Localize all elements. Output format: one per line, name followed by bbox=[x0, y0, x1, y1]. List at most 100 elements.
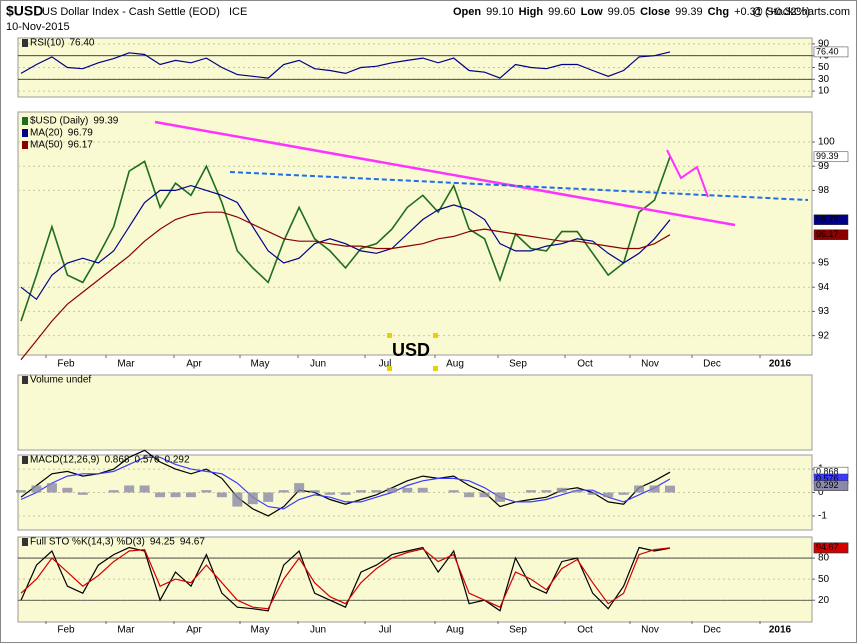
panel bbox=[17, 374, 813, 451]
legend-value: 99.39 bbox=[93, 116, 118, 127]
histogram-bar bbox=[665, 485, 675, 493]
y-tick-label: 80 bbox=[818, 553, 830, 564]
y-tick-label: 90 bbox=[818, 39, 830, 50]
quote-label: Open bbox=[453, 6, 481, 18]
histogram-bar bbox=[417, 487, 428, 493]
legend-value: 0.576 bbox=[135, 455, 160, 466]
legend-value: 76.40 bbox=[69, 38, 94, 49]
value-tag bbox=[813, 46, 849, 58]
histogram-bar bbox=[263, 492, 274, 502]
x-tick-label: 2016 bbox=[769, 625, 792, 636]
support-line bbox=[229, 171, 809, 201]
value-tag-label: 96.79 bbox=[816, 214, 839, 224]
histogram-bar bbox=[618, 492, 629, 495]
x-tick-label: Jul bbox=[379, 359, 392, 370]
x-tick-label: Feb bbox=[57, 625, 75, 636]
x-tick-label: Nov bbox=[641, 625, 659, 636]
histogram-bar bbox=[371, 490, 382, 493]
y-tick-label: 94 bbox=[818, 282, 830, 293]
value-tag bbox=[813, 151, 849, 163]
x-tick-label: May bbox=[251, 359, 270, 370]
histogram-bar bbox=[448, 490, 459, 493]
quote-label: High bbox=[519, 6, 544, 18]
handle bbox=[433, 333, 438, 338]
value-tag-label: 94.67 bbox=[816, 542, 839, 552]
quote-label: Close bbox=[640, 6, 670, 18]
annotation: USD bbox=[392, 340, 430, 360]
value-tag bbox=[813, 229, 849, 240]
histogram-bar bbox=[155, 492, 166, 498]
legend-value: 96.17 bbox=[68, 140, 93, 151]
histogram-bar bbox=[139, 485, 150, 493]
histogram-bar bbox=[479, 492, 490, 498]
panel bbox=[17, 37, 813, 98]
quote-value: 99.10 bbox=[486, 6, 514, 18]
legend-value: 94.67 bbox=[180, 537, 205, 548]
value-tag-label: 76.40 bbox=[816, 46, 839, 56]
value-tag-label: 0.576 bbox=[816, 473, 839, 483]
histogram-bar bbox=[170, 492, 181, 498]
x-tick-label: Apr bbox=[186, 359, 202, 370]
y-tick-label: 0 bbox=[818, 487, 824, 498]
y-tick-label: -1 bbox=[818, 511, 827, 522]
symbol: $USD bbox=[6, 3, 43, 19]
x-tick-label: Mar bbox=[117, 625, 135, 636]
value-tag bbox=[813, 480, 849, 491]
quote-label: Chg bbox=[708, 6, 729, 18]
histogram-bar bbox=[247, 492, 258, 505]
legend-swatch bbox=[22, 538, 28, 546]
x-tick-label: Feb bbox=[57, 359, 75, 370]
instrument-name: US Dollar Index - Cash Settle (EOD) bbox=[42, 6, 220, 18]
series-line bbox=[20, 156, 671, 322]
x-tick-label: Dec bbox=[703, 359, 721, 370]
legend-swatch bbox=[22, 141, 28, 149]
y-tick-label: 10 bbox=[818, 86, 830, 97]
trend-line bbox=[154, 120, 736, 227]
histogram-bar bbox=[525, 490, 536, 493]
panel bbox=[17, 454, 813, 531]
legend-value: 0.868 bbox=[104, 455, 129, 466]
series-line bbox=[20, 184, 671, 301]
x-tick-label: 2016 bbox=[769, 359, 792, 370]
x-tick-label: Jul bbox=[379, 625, 392, 636]
legend-name: $USD (Daily) bbox=[30, 116, 88, 127]
histogram-bar bbox=[386, 487, 397, 493]
histogram-bar bbox=[495, 492, 506, 502]
panel bbox=[17, 111, 813, 356]
quote-value: 99.39 bbox=[675, 6, 703, 18]
series-line bbox=[20, 456, 671, 510]
y-tick-label: 93 bbox=[818, 306, 830, 317]
x-tick-label: Oct bbox=[577, 359, 593, 370]
histogram-bar bbox=[572, 490, 583, 493]
x-tick-label: May bbox=[251, 625, 270, 636]
histogram-bar bbox=[340, 492, 351, 495]
x-tick-label: Dec bbox=[703, 625, 721, 636]
histogram-bar bbox=[294, 483, 305, 493]
series-line bbox=[20, 546, 671, 612]
value-tag-label: 99.39 bbox=[816, 151, 839, 161]
value-tag-label: 0.292 bbox=[816, 480, 839, 490]
legend-swatch bbox=[22, 456, 28, 464]
histogram-bar bbox=[325, 492, 336, 495]
histogram-bar bbox=[216, 492, 227, 498]
legend-swatch bbox=[22, 376, 28, 384]
y-tick-label: 100 bbox=[818, 137, 835, 148]
histogram-bar bbox=[541, 490, 552, 493]
series-line bbox=[20, 211, 671, 361]
date: 10-Nov-2015 bbox=[6, 21, 70, 33]
histogram-bar bbox=[16, 490, 26, 493]
legend-value: 94.25 bbox=[150, 537, 175, 548]
quote-value: 99.05 bbox=[608, 6, 636, 18]
x-tick-label: Aug bbox=[446, 359, 464, 370]
legend-value: 0.292 bbox=[165, 455, 190, 466]
x-tick-label: Nov bbox=[641, 359, 659, 370]
series-line bbox=[20, 51, 671, 79]
histogram-bar bbox=[355, 490, 366, 493]
x-tick-label: Apr bbox=[186, 625, 202, 636]
handle bbox=[387, 333, 392, 338]
x-tick-label: Jun bbox=[310, 625, 326, 636]
value-tag-label: 0.868 bbox=[816, 467, 839, 477]
histogram-bar bbox=[62, 487, 73, 493]
quote: Open 99.10 High 99.60 Low 99.05 Close 99.39 Chg +… bbox=[453, 6, 810, 18]
